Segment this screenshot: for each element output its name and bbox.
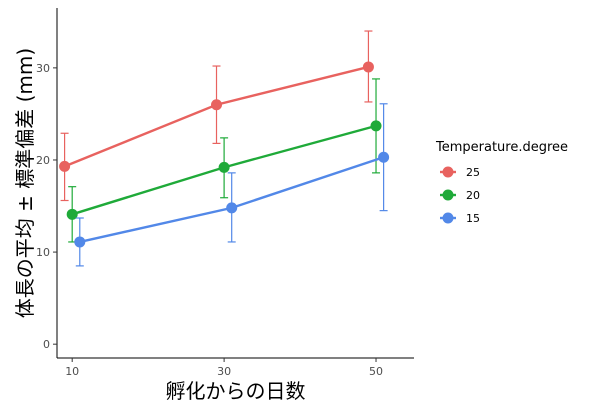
data-point: [370, 120, 382, 132]
y-tick-label: 10: [36, 246, 50, 259]
legend-item: 15: [440, 212, 480, 225]
series-20: [66, 78, 382, 243]
legend-items: 25 20 15: [440, 166, 480, 225]
legend-label: 15: [466, 212, 480, 225]
series-layer: [59, 30, 390, 267]
x-tick-label: 30: [217, 365, 231, 378]
y-tick-label: 20: [36, 154, 50, 167]
series-25: [59, 30, 374, 202]
data-point: [362, 61, 374, 73]
y-axis-title: 体長の平均 ± 標準偏差 (mm): [13, 48, 37, 318]
data-point: [74, 236, 86, 248]
legend-label: 25: [466, 166, 480, 179]
legend-item: 25: [440, 166, 480, 179]
data-point: [226, 202, 238, 214]
legend: Temperature.degree 25 20 15: [435, 140, 568, 225]
data-point: [218, 161, 230, 173]
legend-title: Temperature.degree: [435, 140, 568, 155]
x-tick-label: 50: [369, 365, 383, 378]
data-point: [59, 160, 71, 172]
legend-key-point: [442, 189, 454, 201]
legend-key-point: [442, 212, 454, 224]
x-axis-title: 孵化からの日数: [166, 379, 306, 403]
legend-key-point: [442, 166, 454, 178]
series-15: [74, 103, 390, 267]
legend-label: 20: [466, 189, 480, 202]
x-tick-label: 10: [65, 365, 79, 378]
data-point: [66, 208, 78, 220]
data-point: [211, 99, 223, 111]
data-point: [378, 151, 390, 163]
y-tick-label: 30: [36, 62, 50, 75]
legend-item: 20: [440, 189, 480, 202]
axes: [56, 8, 414, 359]
ticks-layer: 10 30 50 0 10 20 30: [36, 62, 383, 378]
y-tick-label: 0: [43, 338, 50, 351]
